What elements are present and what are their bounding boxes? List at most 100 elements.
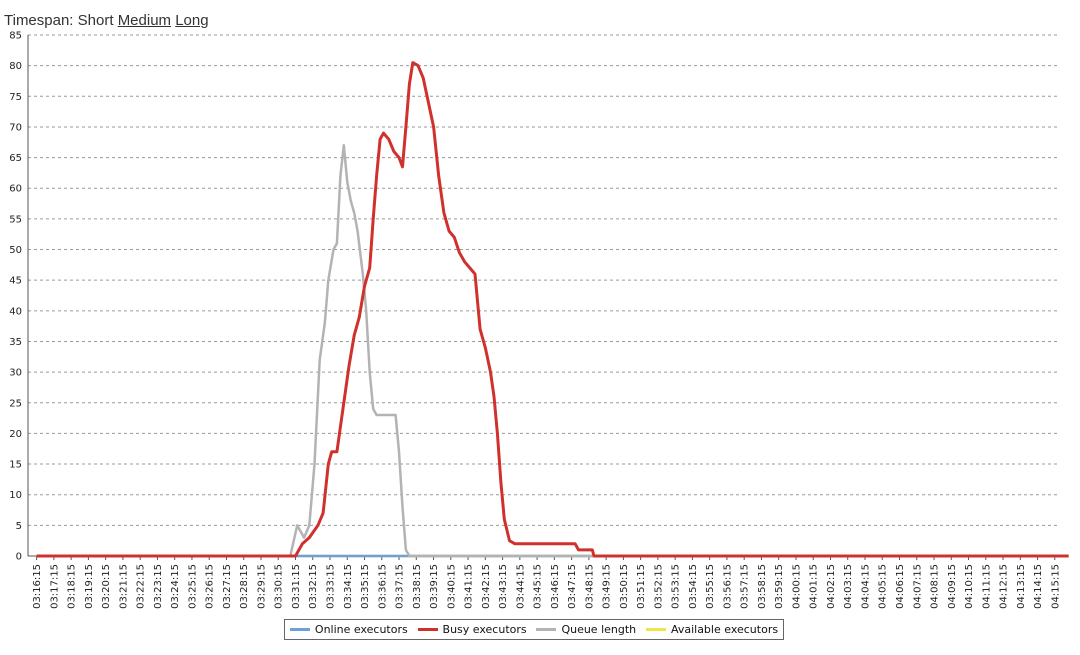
x-tick-label: 03:55:15 <box>705 564 716 609</box>
legend-swatch-queue <box>536 628 557 631</box>
x-tick-label: 03:22:15 <box>136 564 147 609</box>
x-tick-label: 03:36:15 <box>377 564 388 609</box>
legend-swatch-available <box>645 628 666 631</box>
legend-item-busy-executors: Busy executors <box>417 623 527 636</box>
y-tick-label: 80 <box>9 61 22 72</box>
legend-item-online-executors: Online executors <box>289 623 408 636</box>
x-tick-label: 03:41:15 <box>464 564 475 609</box>
y-tick-label: 30 <box>9 368 22 379</box>
y-axis-ticks: 0 5 10 15 20 25 30 35 40 45 50 55 60 65 70 75 80 85 <box>9 31 22 563</box>
x-tick-label: 03:40:15 <box>446 564 457 609</box>
x-tick-label: 03:25:15 <box>187 564 198 609</box>
series-line-queue-length <box>36 144 1069 558</box>
x-tick-label: 03:31:15 <box>291 564 302 609</box>
legend-label-busy: Busy executors <box>442 623 527 636</box>
y-tick-label: 85 <box>9 31 22 42</box>
legend-swatch-busy <box>417 628 438 631</box>
legend-item-available-executors: Available executors <box>645 623 779 636</box>
x-tick-label: 03:57:15 <box>740 564 751 609</box>
x-tick-label: 03:17:15 <box>49 564 60 609</box>
x-tick-label: 04:10:15 <box>964 564 975 609</box>
x-tick-label: 03:20:15 <box>101 564 112 609</box>
x-tick-label: 03:50:15 <box>619 564 630 609</box>
y-tick-label: 60 <box>9 184 22 195</box>
y-tick-label: 15 <box>9 460 22 471</box>
x-tick-label: 03:51:15 <box>636 564 647 609</box>
y-tick-label: 25 <box>9 398 22 409</box>
y-tick-label: 40 <box>9 306 22 317</box>
x-tick-label: 04:05:15 <box>878 564 889 609</box>
x-tick-label: 03:32:15 <box>308 564 319 609</box>
x-tick-label: 03:38:15 <box>412 564 423 609</box>
timespan-long-link[interactable]: Long <box>175 12 209 29</box>
x-tick-label: 04:08:15 <box>930 564 941 609</box>
x-tick-label: 03:48:15 <box>584 564 595 609</box>
chart-axes <box>27 35 1060 557</box>
x-tick-label: 03:44:15 <box>515 564 526 609</box>
x-tick-label: 03:21:15 <box>118 564 129 609</box>
timespan-label: Timespan: <box>4 12 74 29</box>
x-tick-label: 04:15:15 <box>1050 564 1061 609</box>
x-tick-label: 03:47:15 <box>567 564 578 609</box>
legend-item-queue-length: Queue length <box>536 623 636 636</box>
x-tick-label: 03:30:15 <box>274 564 285 609</box>
y-tick-label: 50 <box>9 245 22 256</box>
legend-label-online: Online executors <box>314 623 408 636</box>
x-tick-label: 03:35:15 <box>360 564 371 609</box>
x-tick-label: 03:52:15 <box>653 564 664 609</box>
y-tick-label: 55 <box>9 214 22 225</box>
x-tick-label: 04:00:15 <box>791 564 802 609</box>
x-tick-label: 03:59:15 <box>774 564 785 609</box>
x-tick-label: 04:04:15 <box>860 564 871 609</box>
y-tick-label: 0 <box>16 552 22 563</box>
y-tick-label: 65 <box>9 153 22 164</box>
legend-swatch-online <box>289 628 310 631</box>
y-tick-label: 70 <box>9 122 22 133</box>
x-tick-label: 04:11:15 <box>981 564 992 609</box>
x-tick-label: 03:43:15 <box>498 564 509 609</box>
x-tick-label: 03:29:15 <box>256 564 267 609</box>
x-tick-label: 03:19:15 <box>84 564 95 609</box>
y-tick-label: 10 <box>9 490 22 501</box>
x-tick-label: 03:18:15 <box>67 564 78 609</box>
x-axis-ticks: 03:16:15 03:17:15 03:18:15 03:19:15 03:20:15… <box>32 556 1061 609</box>
x-tick-label: 03:24:15 <box>170 564 181 609</box>
legend-label-available: Available executors <box>670 623 779 636</box>
chart-series <box>36 61 1069 558</box>
x-tick-label: 03:49:15 <box>602 564 613 609</box>
x-tick-label: 03:27:15 <box>222 564 233 609</box>
x-tick-label: 03:33:15 <box>326 564 337 609</box>
x-tick-label: 03:58:15 <box>757 564 768 609</box>
chart-grid <box>28 34 1060 526</box>
x-tick-label: 03:23:15 <box>153 564 164 609</box>
y-tick-label: 45 <box>9 276 22 287</box>
x-tick-label: 04:12:15 <box>999 564 1010 609</box>
x-tick-label: 03:34:15 <box>343 564 354 609</box>
y-tick-label: 75 <box>9 92 22 103</box>
x-tick-label: 03:45:15 <box>533 564 544 609</box>
x-tick-label: 04:09:15 <box>947 564 958 609</box>
x-tick-label: 03:54:15 <box>688 564 699 609</box>
x-tick-label: 03:46:15 <box>550 564 561 609</box>
x-tick-label: 03:26:15 <box>205 564 216 609</box>
x-tick-label: 04:14:15 <box>1033 564 1044 609</box>
series-line-busy-executors <box>36 61 1069 558</box>
x-tick-label: 03:42:15 <box>481 564 492 609</box>
y-tick-label: 20 <box>9 429 22 440</box>
chart-legend: Online executors Busy executors Queue le… <box>284 619 784 640</box>
x-tick-label: 03:56:15 <box>722 564 733 609</box>
x-tick-label: 03:53:15 <box>671 564 682 609</box>
x-tick-label: 03:16:15 <box>32 564 43 609</box>
x-tick-label: 04:06:15 <box>895 564 906 609</box>
x-tick-label: 04:02:15 <box>826 564 837 609</box>
x-tick-label: 03:28:15 <box>239 564 250 609</box>
x-tick-label: 04:13:15 <box>1016 564 1027 609</box>
x-tick-label: 03:37:15 <box>395 564 406 609</box>
timespan-short[interactable]: Short <box>77 12 114 29</box>
timespan-medium-link[interactable]: Medium <box>117 12 172 29</box>
x-tick-label: 04:03:15 <box>843 564 854 609</box>
y-tick-label: 5 <box>16 521 22 532</box>
x-tick-label: 03:39:15 <box>429 564 440 609</box>
y-tick-label: 35 <box>9 337 22 348</box>
